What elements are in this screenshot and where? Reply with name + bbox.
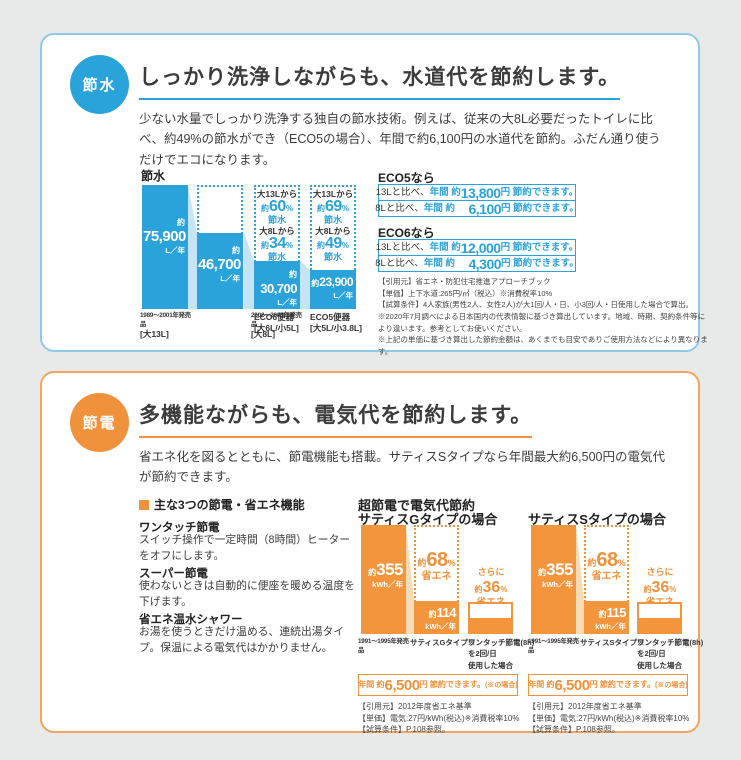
eco6-heading: ECO6なら — [378, 226, 435, 240]
eco5-saving-row-13l: 13Lと比べ、 年間 約 13,800 円 節約できます。 — [375, 184, 579, 201]
save-percent-annotation: 約68% 省エネ — [417, 549, 456, 582]
power-bar-model: 約68% 省エネ 約114 kWh／年 サティスGタイプ※ — [410, 525, 475, 647]
note-line: ※上記の単価に基づき算出した節約金額は、あくまでも目安でありご使用方法などにより… — [378, 335, 708, 356]
bar-category-label: サティスGタイプ※ — [410, 638, 476, 647]
water-bar-8l: 約46,700 L／年 2002～2005年発売品 [大8L] — [197, 185, 302, 339]
bar-fill — [584, 601, 629, 634]
electricity-bar-chart: 約355 kWh／年 1991～1995年発売品 約68% 省エネ 約115 k… — [528, 525, 703, 670]
features-heading: 主な3つの節電・省エネ機能 — [139, 496, 305, 513]
water-source-notes: 【引用元】省エネ・防犯住宅推進アプローチブック 【単価】上下水道:265円/㎥（… — [378, 276, 708, 357]
note-line: ※2020年7月調べによる日本国内の代表情報に基づき算出しています。地域、時期、… — [378, 311, 706, 333]
note-line: 【単価】電気:27円/kWh(税込)※消費税率10% — [358, 713, 520, 723]
decline-connector — [406, 525, 414, 634]
bar-category-label: 1991～1995年発売品 — [358, 638, 409, 655]
bar-value: 約23,900 L／年 — [311, 275, 353, 300]
bar-fill — [414, 601, 459, 634]
power-bar-onetouch: さらに 約36% 省エネ ワンタッチ節電(8h) を2回/日 使用した場合 — [468, 525, 534, 670]
saved-portion — [470, 604, 511, 618]
power-bar-base: 約355 kWh／年 1991～1995年発売品 — [528, 525, 579, 654]
water-saving-badge: 節水 — [70, 55, 129, 114]
note-line: 【単価】電気:27円/kWh(税込)※消費税率10% — [528, 713, 690, 723]
feature-name: スーパー節電 — [139, 568, 208, 580]
power-source-notes: 【引用元】2012年度省エネ基準 【単価】電気:27円/kWh(税込)※消費税率… — [358, 701, 528, 736]
power-saving-title: 多機能ながらも、電気代を節約します。 — [139, 399, 533, 438]
power-saving-description: 省エネ化を図るとともに、節電機能も搭載。サティスSタイプなら年間最大約6,500… — [139, 450, 665, 485]
water-usage-bar-chart: 約75,900 L／年 1989～2001年発売品 [大13L] 約46,700… — [140, 185, 362, 339]
chart-title-line2: サティスGタイプの場合 — [358, 512, 498, 527]
save-percent-annotation: 約68% 省エネ — [587, 549, 626, 582]
saved-portion — [639, 604, 680, 618]
bar-value: 約46,700 L／年 — [198, 246, 241, 283]
bar-category-label: ワンタッチ節電(8h) を2回/日 使用した場合 — [468, 638, 535, 670]
note-line: 【試算条件】P.108参照。 — [358, 725, 450, 735]
feature-name: 省エネ温水シャワー — [139, 614, 243, 626]
bar-value: 約355 kWh／年 — [368, 560, 403, 589]
bar-fill — [468, 602, 513, 634]
note-line: 【引用元】2012年度省エネ基準 — [358, 702, 472, 711]
saving-annotation: 大13Lから 約60% 節水 大8Lから 約34% 節水 — [256, 189, 298, 262]
eco6-saving-row-8l: 8Lと比べ、 年間 約 4,300 円 節約できます。 — [375, 255, 579, 272]
decline-connector — [300, 261, 310, 309]
chart-title: サティスSタイプの場合 — [528, 512, 666, 527]
note-line: 【引用元】2012年度省エネ基準 — [528, 702, 642, 711]
bar-category-label: 1991～1995年発売品 — [528, 638, 579, 655]
water-saving-header: しっかり洗浄しながらも、水道代を節約します。 少ない水量でしっかり洗浄する独自の… — [139, 61, 671, 170]
water-bar-eco6: 大13Lから 約60% 節水 大8Lから 約34% 節水 約30,700 L／年… — [254, 185, 300, 333]
bar-category-label: 2002～2005年発売品 [大8L] — [251, 312, 302, 339]
note-line: 【試算条件】P.108参照。 — [528, 725, 620, 735]
bar-fill — [531, 525, 576, 634]
chart-title-line1: 超節電で電気代節約 — [358, 498, 476, 513]
water-saving-description: 少ない水量でしっかり洗浄する独自の節水技術。例えば、従来の大8L必要だったトイレ… — [139, 112, 661, 167]
feature-description: お湯を使うときだけ温める、連続出湯タイプ。保温による電気代はかかりません。 — [139, 626, 345, 654]
bar-category-label: 1989～2001年発売品 [大13L] — [140, 312, 191, 339]
electricity-bar-chart: 約355 kWh／年 1991～1995年発売品 約68% 省エネ 約114 k… — [358, 525, 534, 670]
eco5-saving-row-8l: 8Lと比べ、 年間 約 6,100 円 節約できます。 — [375, 200, 579, 217]
orange-square-bullet-icon — [139, 500, 149, 510]
saving-annotation: 大13Lから 約69% 節水 大8Lから 約49% 節水 — [312, 189, 354, 262]
power-source-notes: 【引用元】2012年度省エネ基準 【単価】電気:27円/kWh(税込)※消費税率… — [528, 701, 698, 736]
eco6-saving-row-13l: 13Lと比べ、 年間 約 12,000 円 節約できます。 — [375, 239, 579, 256]
bar-category-label: ワンタッチ節電(8h) を2回/日 使用した場合 — [637, 638, 704, 670]
annual-saving-banner: 年間 約 6,500 円 節約できます。 (※の場合) — [358, 674, 518, 696]
water-bar-eco5: 大13Lから 約69% 節水 大8Lから 約49% 節水 約23,900 L／年… — [310, 185, 362, 333]
bar-category-label: サティスSタイプ※ — [580, 638, 645, 647]
bar-fill — [637, 602, 682, 634]
bar-fill — [142, 185, 188, 309]
bar-value: 約30,700 L／年 — [260, 270, 297, 307]
power-bar-onetouch: さらに 約36% 省エネ ワンタッチ節電(8h) を2回/日 使用した場合 — [637, 525, 703, 670]
bar-fill — [361, 525, 406, 634]
bar-fill — [254, 261, 300, 309]
decline-connector — [244, 233, 254, 309]
bar-category-label: ECO6便器 [大6L/小5L] — [254, 312, 299, 334]
bar-fill — [310, 270, 356, 309]
bar-value: 約115 kWh／年 — [595, 605, 626, 631]
water-chart-title: 節水 — [141, 169, 166, 183]
note-line: 【試算条件】4人家族(男性2人、女性2人)が大1回/人・日、小3回/人・日使用し… — [378, 300, 694, 310]
feature-description: 使わないときは自動的に便座を暖める温度を下げます。 — [139, 580, 355, 608]
power-saving-card: 節電 多機能ながらも、電気代を節約します。 省エネ化を図るとともに、節電機能も搭… — [40, 371, 703, 736]
water-saving-title: しっかり洗浄しながらも、水道代を節約します。 — [139, 61, 621, 100]
feature-description: スイッチ操作で一定時間（8時間）ヒーターをオフにします。 — [139, 534, 351, 562]
bar-value: 約75,900 L／年 — [143, 218, 186, 255]
power-saving-header: 多機能ながらも、電気代を節約します。 省エネ化を図るとともに、節電機能も搭載。サ… — [139, 399, 671, 488]
water-bar-13l: 約75,900 L／年 1989～2001年発売品 [大13L] — [140, 185, 191, 339]
decline-connector — [576, 525, 584, 634]
water-saving-card: 節水 しっかり洗浄しながらも、水道代を節約します。 少ない水量でしっかり洗浄する… — [40, 33, 708, 356]
annual-saving-banner: 年間 約 6,500 円 節約できます。 (※の場合) — [528, 674, 688, 696]
decline-connector — [188, 185, 197, 309]
bar-category-label: ECO5便器 [大5L/小3.8L] — [310, 312, 362, 334]
bar-value: 約114 kWh／年 — [425, 605, 456, 631]
eco5-heading: ECO5なら — [378, 171, 435, 185]
note-line: 【単価】上下水道:265円/㎥（税込）※消費税率10% — [378, 288, 553, 298]
power-saving-badge: 節電 — [70, 393, 129, 452]
feature-name: ワンタッチ節電 — [139, 522, 220, 534]
power-bar-base: 約355 kWh／年 1991～1995年発売品 — [358, 525, 409, 654]
power-bar-model: 約68% 省エネ 約115 kWh／年 サティスSタイプ※ — [580, 525, 645, 647]
bar-value: 約355 kWh／年 — [538, 560, 573, 589]
note-line: 【引用元】省エネ・防犯住宅推進アプローチブック — [378, 277, 551, 286]
bar-fill — [197, 233, 243, 309]
